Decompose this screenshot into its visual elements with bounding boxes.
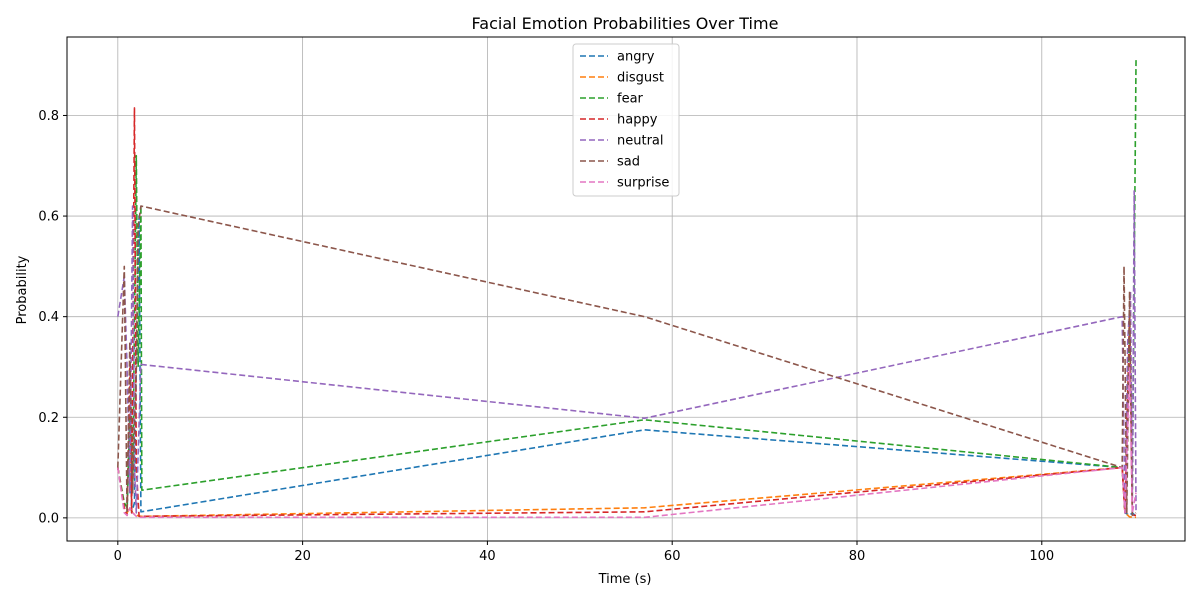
x-tick-label: 60 bbox=[664, 549, 681, 564]
legend: angry disgust fear happy neutral sad surprise bbox=[572, 43, 680, 197]
x-tick-label: 40 bbox=[479, 549, 496, 564]
legend-label-angry: angry bbox=[617, 50, 655, 65]
legend-label-surprise: surprise bbox=[617, 176, 669, 191]
y-tick-label: 0.4 bbox=[38, 310, 59, 325]
y-tick-label: 0.0 bbox=[38, 511, 59, 526]
y-tick-label: 0.2 bbox=[38, 411, 59, 426]
series-line-neutral bbox=[117, 190, 1137, 514]
series-line-sad bbox=[117, 205, 1137, 517]
x-tick-label: 80 bbox=[849, 549, 866, 564]
legend-label-fear: fear bbox=[617, 92, 644, 107]
x-axis-title: Time (s) bbox=[598, 572, 652, 587]
series-line-disgust bbox=[117, 466, 1137, 519]
axis-ticks: 0 20 40 60 80 100 0.0 0.2 0.4 0.6 0.8 bbox=[38, 109, 1054, 564]
legend-box bbox=[572, 43, 680, 197]
legend-label-happy: happy bbox=[617, 113, 658, 128]
series-lines bbox=[117, 60, 1137, 519]
legend-label-sad: sad bbox=[617, 155, 640, 170]
plot-area-frame bbox=[66, 36, 1186, 542]
y-tick-label: 0.6 bbox=[38, 210, 59, 225]
y-axis-title: Probability bbox=[15, 255, 30, 324]
x-tick-label: 100 bbox=[1029, 549, 1054, 564]
chart-title: Facial Emotion Probabilities Over Time bbox=[472, 14, 779, 33]
legend-label-disgust: disgust bbox=[617, 71, 664, 86]
x-tick-label: 0 bbox=[114, 549, 122, 564]
x-tick-label: 20 bbox=[294, 549, 311, 564]
series-line-surprise bbox=[117, 366, 1137, 519]
series-line-angry bbox=[117, 215, 1137, 517]
y-tick-label: 0.8 bbox=[38, 109, 59, 124]
legend-label-neutral: neutral bbox=[617, 134, 664, 149]
